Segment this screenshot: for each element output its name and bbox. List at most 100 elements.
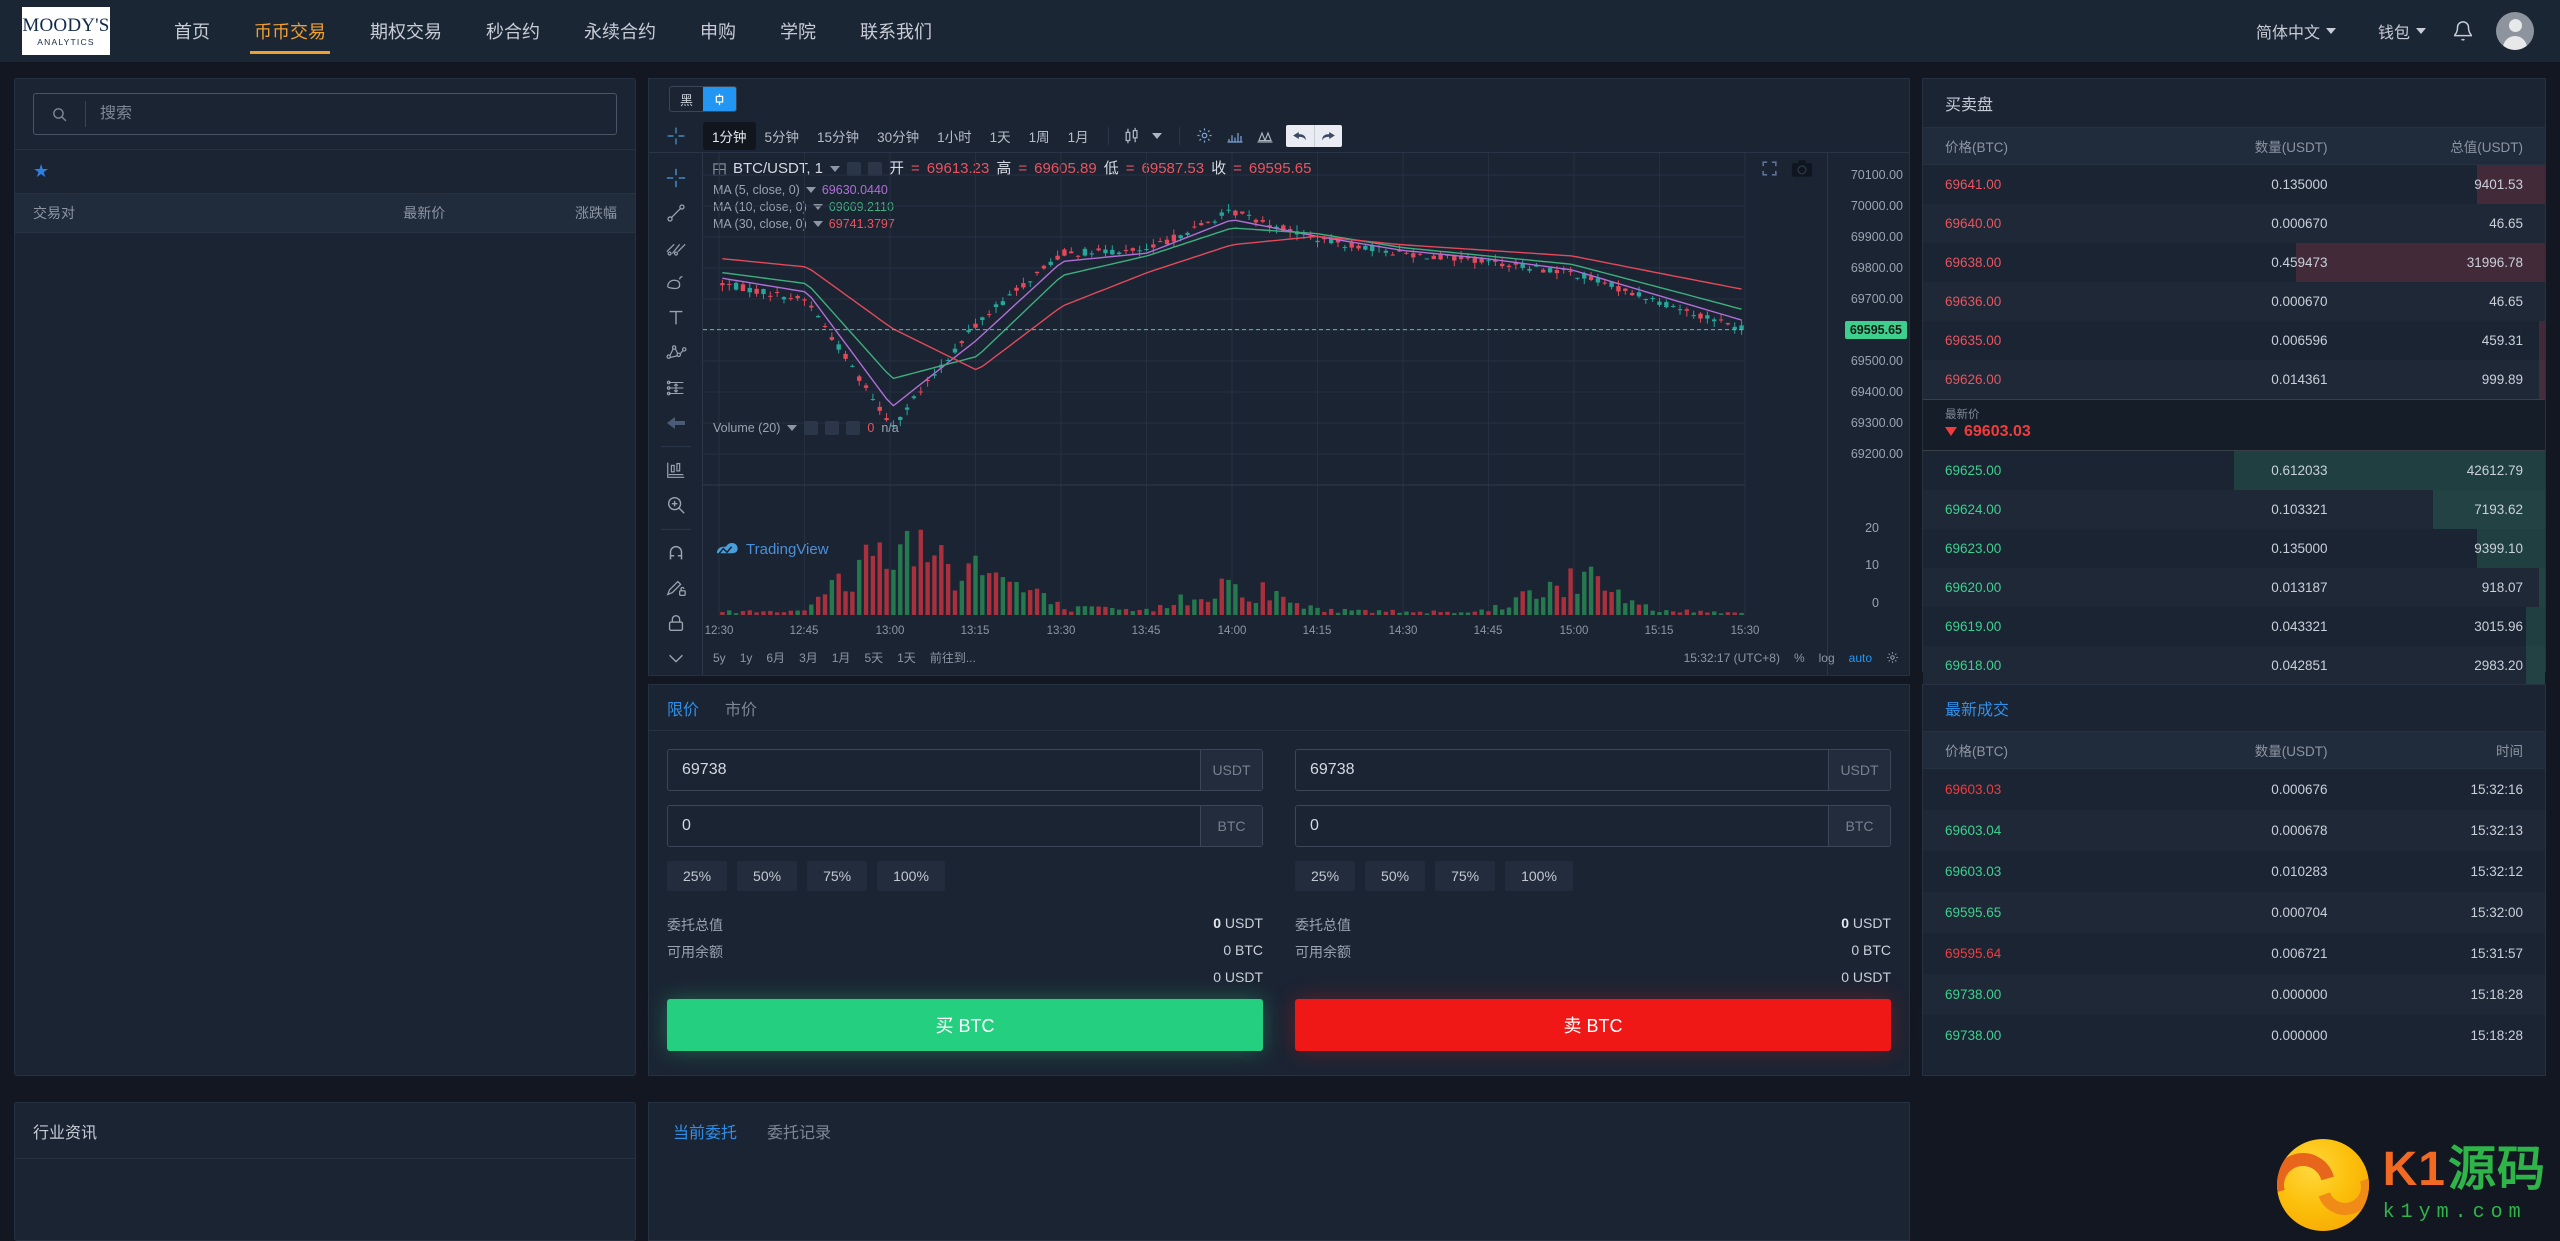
buy-amount-field[interactable]: BTC — [667, 805, 1263, 847]
range-1m[interactable]: 1月 — [831, 651, 851, 665]
theme-dark-button[interactable]: 黑 — [679, 92, 693, 108]
crosshair-icon[interactable] — [657, 161, 695, 194]
sell-amount-field[interactable]: BTC — [1295, 805, 1891, 847]
orderbook-bid-row[interactable]: 69625.00 0.612033 42612.79 — [1923, 451, 2545, 490]
timeframe-1d[interactable]: 1天 — [989, 129, 1011, 145]
chevron-down-icon[interactable] — [812, 221, 823, 228]
nav-item-options-trading[interactable]: 期权交易 — [370, 22, 442, 42]
sell-percent-50[interactable]: 50% — [1365, 861, 1426, 891]
volume-eye-icon[interactable] — [804, 421, 819, 435]
orderbook-ask-row[interactable]: 69626.00 0.014361 999.89 — [1923, 360, 2545, 399]
range-3m[interactable]: 3月 — [799, 651, 818, 665]
sell-percent-75[interactable]: 75% — [1435, 861, 1496, 891]
fib-icon[interactable] — [657, 231, 695, 264]
buy-percent-50[interactable]: 50% — [737, 861, 798, 891]
pencil-lock-icon[interactable] — [657, 572, 695, 605]
shape-icon[interactable] — [657, 266, 695, 299]
range-5d[interactable]: 5天 — [864, 651, 884, 665]
search-box[interactable] — [33, 93, 617, 135]
search-input[interactable] — [86, 105, 616, 123]
brand-logo[interactable]: MOODY'S ANALYTICS — [22, 7, 110, 55]
volume-close-icon[interactable] — [846, 421, 861, 435]
undo-icon[interactable] — [1285, 124, 1314, 147]
timeframe-1mo[interactable]: 1月 — [1067, 129, 1089, 145]
orderbook-bid-row[interactable]: 69623.00 0.135000 9399.10 — [1923, 529, 2545, 568]
orderbook-ask-row[interactable]: 69635.00 0.006596 459.31 — [1923, 321, 2545, 360]
buy-price-input[interactable] — [668, 761, 1200, 779]
chevron-down-icon[interactable] — [805, 187, 816, 194]
volume-legend[interactable]: Volume (20) 0 n/a — [713, 421, 899, 435]
candle-icon[interactable] — [703, 87, 736, 111]
timeframe-30m[interactable]: 30分钟 — [877, 129, 920, 145]
range-6m[interactable]: 6月 — [766, 651, 786, 665]
scale-percent[interactable]: % — [1793, 650, 1805, 665]
tab-open-orders[interactable]: 当前委托 — [673, 1125, 738, 1142]
orderbook-ask-row[interactable]: 69636.00 0.000670 46.65 — [1923, 282, 2545, 321]
goto-date[interactable]: 前往到... — [929, 651, 976, 665]
gear-icon[interactable] — [1886, 651, 1899, 664]
tab-order-history[interactable]: 委托记录 — [767, 1125, 832, 1142]
range-1d[interactable]: 1天 — [897, 651, 916, 665]
buy-percent-25[interactable]: 25% — [667, 861, 728, 891]
trend-line-icon[interactable] — [657, 196, 695, 229]
crosshair-icon[interactable] — [649, 126, 703, 146]
fullscreen-icon[interactable] — [1760, 159, 1779, 178]
chevron-down-icon[interactable] — [830, 166, 841, 173]
range-5y[interactable]: 5y — [713, 650, 726, 665]
nav-item-perpetual-contract[interactable]: 永续合约 — [584, 22, 656, 42]
forecast-icon[interactable] — [657, 371, 695, 404]
sell-button[interactable]: 卖 BTC — [1295, 999, 1891, 1051]
ma5-legend[interactable]: MA (5, close, 0) 69630.0440 — [713, 183, 1311, 197]
sell-amount-input[interactable] — [1296, 817, 1828, 835]
lock-icon[interactable] — [657, 607, 695, 640]
orderbook-ask-row[interactable]: 69638.00 0.459473 31996.78 — [1923, 243, 2545, 282]
indicators-icon[interactable] — [1220, 128, 1250, 144]
language-selector[interactable]: 简体中文 — [2238, 19, 2354, 43]
ma10-legend[interactable]: MA (10, close, 0) 69669.2110 — [713, 200, 1311, 214]
chart-canvas[interactable]: BTC/USDT, 1 开 = 69613.23 高 = 69605.89 低 = 6958… — [703, 153, 1909, 675]
chevron-down-icon[interactable] — [787, 425, 798, 431]
chevron-down-icon[interactable] — [812, 204, 823, 211]
sell-percent-100[interactable]: 100% — [1505, 861, 1573, 891]
nav-item-spot-trading[interactable]: 币币交易 — [232, 0, 348, 62]
legend-gear-icon[interactable] — [868, 162, 883, 177]
star-icon[interactable]: ★ — [33, 161, 50, 181]
sell-price-field[interactable]: USDT — [1295, 749, 1891, 791]
orderbook-bid-row[interactable]: 69618.00 0.042851 2983.20 — [1923, 646, 2545, 685]
compare-icon[interactable] — [1250, 128, 1280, 144]
nav-item-home[interactable]: 首页 — [174, 22, 210, 42]
nav-item-second-contract[interactable]: 秒合约 — [486, 22, 540, 42]
arrow-icon[interactable] — [657, 406, 695, 439]
scale-auto[interactable]: auto — [1848, 650, 1872, 665]
buy-button[interactable]: 买 BTC — [667, 999, 1263, 1051]
wallet-menu[interactable]: 钱包 — [2360, 19, 2444, 43]
timeframe-15m[interactable]: 15分钟 — [817, 129, 860, 145]
nav-item-contact-us[interactable]: 联系我们 — [860, 22, 932, 42]
measure-icon[interactable] — [657, 454, 695, 487]
volume-gear-icon[interactable] — [825, 421, 840, 435]
buy-price-field[interactable]: USDT — [667, 749, 1263, 791]
scale-log[interactable]: log — [1818, 650, 1835, 665]
timeframe-1w[interactable]: 1周 — [1028, 129, 1050, 145]
orderbook-bid-row[interactable]: 69620.00 0.013187 918.07 — [1923, 568, 2545, 607]
candles-type-icon[interactable] — [1119, 127, 1145, 145]
tab-market-order[interactable]: 市价 — [725, 701, 758, 719]
tab-limit-order[interactable]: 限价 — [667, 701, 700, 719]
range-1y[interactable]: 1y — [739, 650, 753, 665]
orderbook-ask-row[interactable]: 69640.00 0.000670 46.65 — [1923, 204, 2545, 243]
timeframe-1h[interactable]: 1小时 — [937, 129, 972, 145]
nav-item-academy[interactable]: 学院 — [780, 22, 816, 42]
zoom-in-icon[interactable] — [657, 489, 695, 522]
sell-price-input[interactable] — [1296, 761, 1828, 779]
redo-icon[interactable] — [1313, 124, 1342, 147]
favorites-row[interactable]: ★ — [15, 149, 635, 193]
nav-item-subscription[interactable]: 申购 — [700, 22, 736, 42]
timeframe-5m[interactable]: 5分钟 — [764, 129, 800, 145]
pattern-icon[interactable] — [657, 336, 695, 369]
time-axis[interactable]: 12:30 12:45 13:00 13:15 13:30 13:45 14:0… — [703, 625, 1827, 641]
ma30-legend[interactable]: MA (30, close, 0) 69741.3797 — [713, 217, 1311, 231]
buy-amount-input[interactable] — [668, 817, 1200, 835]
buy-percent-100[interactable]: 100% — [877, 861, 945, 891]
magnet-icon[interactable] — [657, 537, 695, 570]
orderbook-ask-row[interactable]: 69641.00 0.135000 9401.53 — [1923, 165, 2545, 204]
